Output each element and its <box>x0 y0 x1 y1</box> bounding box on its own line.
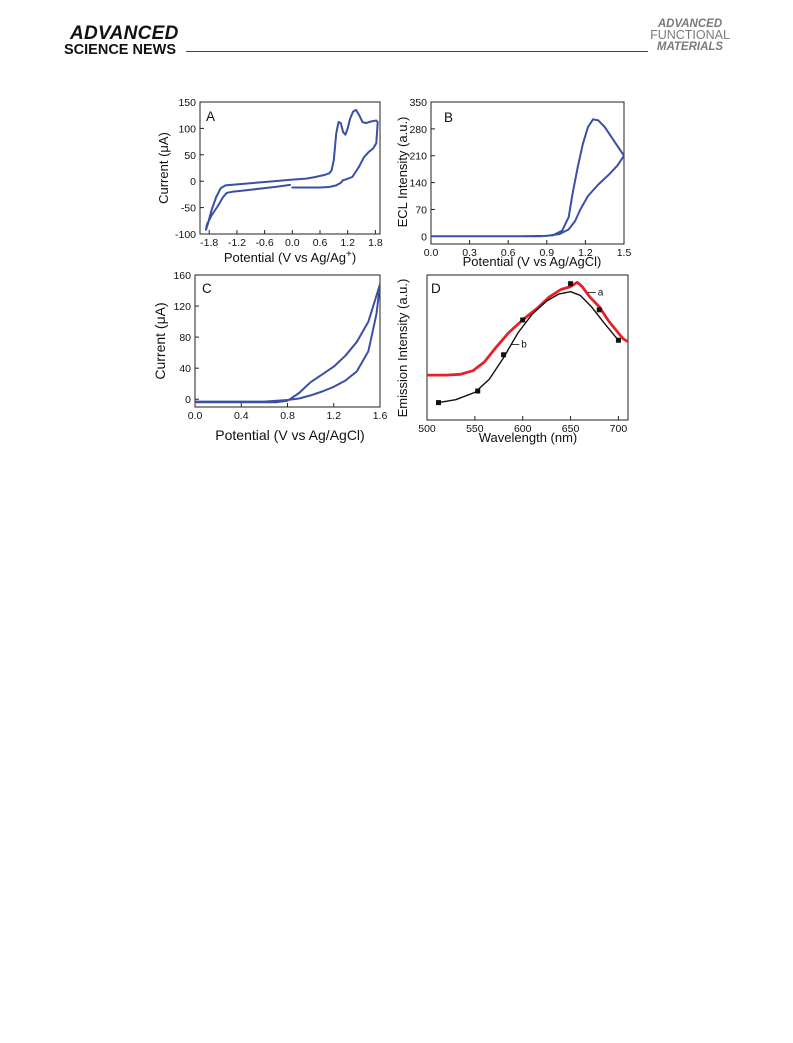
x-tick-label: 0.0 <box>285 237 300 249</box>
x-tick-label: 1.6 <box>373 410 388 422</box>
x-tick-label: 0.8 <box>280 410 295 422</box>
data-marker <box>596 307 602 313</box>
series-label-a: a <box>598 287 604 298</box>
panel-b: 0.0 0.3 0.6 0.9 1.2 1.5 0 70 140 210 280 350 Potenti… <box>395 97 631 269</box>
x-tick-label: 1.2 <box>578 247 593 259</box>
panel-letter: C <box>202 281 212 296</box>
y-tick-label: 280 <box>409 124 427 136</box>
y-tick-label: 0 <box>185 394 191 406</box>
x-tick-label: 1.5 <box>617 247 632 259</box>
y-tick-label: 100 <box>178 123 196 135</box>
panel-a: -1.8 -1.2 -0.6 0.0 0.6 1.2 1.8 -100 -50 0 50 100 150… <box>156 97 383 265</box>
y-tick-label: 350 <box>409 97 427 109</box>
panel-letter: D <box>431 281 441 296</box>
x-tick-label: 0.4 <box>234 410 249 422</box>
header-rule <box>186 51 648 52</box>
x-tick-label: 0.6 <box>313 237 328 249</box>
data-marker <box>520 317 526 323</box>
panel-c: 0.0 0.4 0.8 1.2 1.6 0 40 80 120 160 Potential (V v… <box>152 270 387 443</box>
x-axis-label-superscript: + <box>346 249 352 260</box>
x-tick-label: 1.2 <box>340 237 355 249</box>
plot-frame <box>430 101 625 245</box>
y-axis-label: Current (μA) <box>152 302 168 379</box>
data-marker <box>615 337 621 343</box>
y-axis-label: ECL Intensity (a.u.) <box>395 117 410 228</box>
x-tick-label: 0.6 <box>501 247 516 259</box>
y-tick-label: 150 <box>178 97 196 109</box>
y-tick-label: 40 <box>179 363 191 375</box>
logo-line-functional: FUNCTIONAL <box>650 27 730 42</box>
panel-letter: B <box>444 110 453 125</box>
data-marker <box>435 400 441 406</box>
x-axis-label: Wavelength (nm) <box>479 430 578 445</box>
x-tick-label: -1.8 <box>200 237 218 249</box>
x-tick-label: 1.2 <box>326 410 341 422</box>
y-tick-label: 0 <box>190 176 196 188</box>
journal-brand-advanced: ADVANCED <box>70 23 179 44</box>
y-tick-label: 80 <box>179 332 191 344</box>
x-axis-label: Potential (V vs Ag/AgCl) <box>463 254 602 269</box>
x-axis-label: Potential (V vs Ag/AgCl) <box>215 427 364 443</box>
x-axis-label: Potential (V vs Ag/Ag+) <box>224 249 356 265</box>
plot-frame <box>199 101 381 235</box>
x-tick-label: 700 <box>610 423 628 435</box>
y-tick-label: 120 <box>173 301 191 313</box>
data-marker <box>475 388 481 394</box>
y-tick-label: -50 <box>181 203 196 215</box>
series-label-b: b <box>521 340 527 351</box>
x-tick-label: -1.2 <box>228 237 246 249</box>
x-tick-label: 500 <box>418 423 436 435</box>
series-line <box>431 118 624 238</box>
y-tick-label: -100 <box>175 229 196 241</box>
series-line-a <box>427 280 628 377</box>
plot-frame <box>194 274 381 408</box>
x-tick-label: 0.3 <box>462 247 477 259</box>
x-tick-label: 1.8 <box>368 237 383 249</box>
x-tick-label: 0.0 <box>424 247 439 259</box>
series-line <box>205 108 379 231</box>
y-tick-label: 160 <box>173 270 191 282</box>
logo-line-materials: MATERIALS <box>656 40 724 53</box>
panel-letter: A <box>206 109 215 124</box>
series-line-b <box>437 291 620 404</box>
y-axis-label: Emission Intensity (a.u.) <box>395 279 410 418</box>
x-tick-label: 650 <box>562 423 580 435</box>
x-tick-label: 0.9 <box>539 247 554 259</box>
y-tick-label: 70 <box>415 204 427 216</box>
x-tick-label: -0.6 <box>256 237 274 249</box>
y-tick-label: 50 <box>184 150 196 162</box>
logo-line-advanced: ADVANCED <box>657 18 723 30</box>
data-marker <box>568 281 574 287</box>
y-axis-label: Current (μA) <box>156 132 171 204</box>
plot-frame <box>426 274 629 421</box>
data-marker <box>501 352 507 358</box>
x-tick-label: 0.0 <box>188 410 203 422</box>
journal-brand-science-news: SCIENCE NEWS <box>64 42 176 58</box>
header-right-logo: ADVANCED FUNCTIONAL MATERIALS <box>650 18 730 53</box>
x-tick-label: 600 <box>514 423 532 435</box>
x-axis-label-tail: ) <box>352 250 356 265</box>
x-tick-label: 550 <box>466 423 484 435</box>
panel-d: 500 550 600 650 700 Wavelength (nm) Emission I… <box>395 274 629 445</box>
series-line <box>195 283 380 404</box>
y-tick-label: 0 <box>421 231 427 243</box>
header-left: ADVANCED SCIENCE NEWS <box>64 24 179 58</box>
y-tick-label: 210 <box>409 151 427 163</box>
y-tick-label: 140 <box>409 178 427 190</box>
